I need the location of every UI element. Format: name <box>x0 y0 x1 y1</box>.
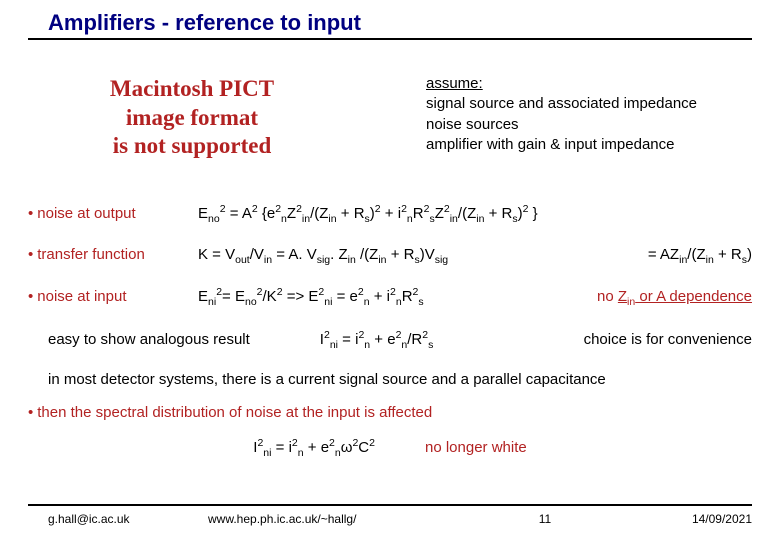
analogous-lead: easy to show analogous result <box>48 332 250 347</box>
row-analogous: easy to show analogous result I2ni = i2n… <box>28 330 752 351</box>
slide-title: Amplifiers - reference to input <box>28 10 752 38</box>
pict-placeholder-text: Macintosh PICT image format is not suppo… <box>110 75 274 161</box>
note-analogous: choice is for convenience <box>564 332 752 347</box>
row-noise-output: noise at output Eno2 = A2 {e2nZ2in/(Zin … <box>28 204 752 225</box>
assume-line3: amplifier with gain & input impedance <box>426 135 697 155</box>
label-transfer: transfer function <box>28 247 198 262</box>
eq-transfer: K = Vout/Vin = A. Vsig. Zin /(Zin + Rs)V… <box>198 247 628 266</box>
eq-analogous: I2ni = i2n + e2n/R2s <box>320 330 434 351</box>
footer-date: 14/09/2021 <box>632 512 752 526</box>
note-transfer: = AZin/(Zin + Rs) <box>628 247 752 266</box>
row-noise-input: noise at input Eni2= Eno2/K2 => E2ni = e… <box>28 287 752 308</box>
note-spectral: no longer white <box>425 440 527 455</box>
row-spectral-label: then the spectral distribution of noise … <box>28 405 752 420</box>
footer: g.hall@ic.ac.uk www.hep.ph.ic.ac.uk/~hal… <box>0 504 780 526</box>
assume-line1: signal source and associated impedance <box>426 94 697 114</box>
assume-heading: assume: <box>426 74 697 94</box>
footer-page: 11 <box>458 512 632 526</box>
body-area: noise at output Eno2 = A2 {e2nZ2in/(Zin … <box>28 204 752 459</box>
footer-row: g.hall@ic.ac.uk www.hep.ph.ic.ac.uk/~hal… <box>28 512 752 526</box>
footer-url: www.hep.ph.ic.ac.uk/~hallg/ <box>208 512 458 526</box>
eq-spectral: I2ni = i2n + e2nω2C2 <box>253 438 375 459</box>
pict-line2: image format <box>126 105 258 130</box>
row-transfer: transfer function K = Vout/Vin = A. Vsig… <box>28 247 752 266</box>
slide-root: Amplifiers - reference to input Macintos… <box>0 0 780 540</box>
label-noise-output: noise at output <box>28 206 198 221</box>
label-noise-input: noise at input <box>28 289 198 304</box>
eq-noise-output: Eno2 = A2 {e2nZ2in/(Zin + Rs)2 + i2nR2sZ… <box>198 204 752 225</box>
detector-line: in most detector systems, there is a cur… <box>28 372 752 387</box>
footer-email: g.hall@ic.ac.uk <box>28 512 208 526</box>
assume-block: assume: signal source and associated imp… <box>426 54 697 155</box>
pict-placeholder: Macintosh PICT image format is not suppo… <box>28 54 356 182</box>
assume-line2: noise sources <box>426 115 697 135</box>
label-spectral: then the spectral distribution of noise … <box>28 404 432 421</box>
note-noise-input: no Zin or A dependence <box>577 289 752 308</box>
pict-line3: is not supported <box>113 133 271 158</box>
pict-line1: Macintosh PICT <box>110 76 274 101</box>
title-rule <box>28 38 752 40</box>
row-spectral-eq: I2ni = i2n + e2nω2C2 no longer white <box>28 438 752 459</box>
footer-rule <box>28 504 752 506</box>
top-row: Macintosh PICT image format is not suppo… <box>28 54 752 182</box>
eq-noise-input: Eni2= Eno2/K2 => E2ni = e2n + i2nR2s <box>198 287 577 308</box>
